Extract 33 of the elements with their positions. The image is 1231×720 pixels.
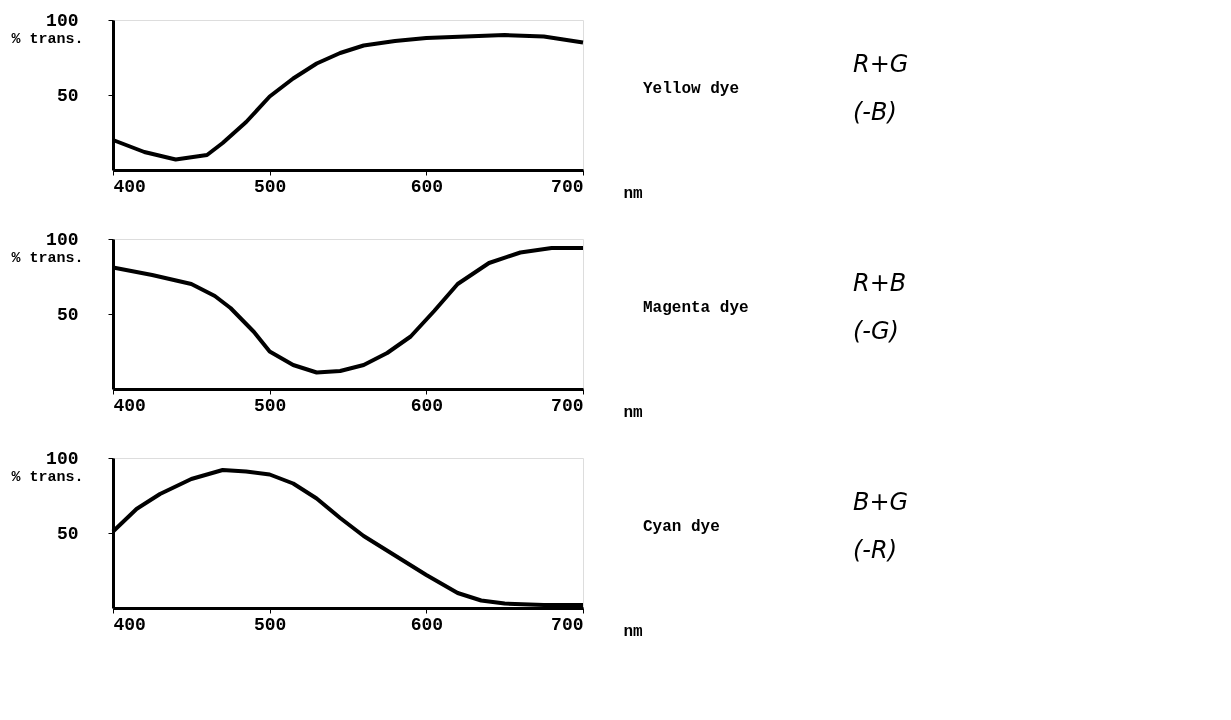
text: (-R) [853,536,898,564]
text: R+B [853,269,907,297]
x-tick-label: 600 [410,176,444,197]
text: Cyan dye [643,517,720,536]
x-tick-label: 400 [113,395,146,416]
text: (-G) [853,317,899,345]
text: B+G [853,488,909,516]
x-tick-label: 500 [253,176,287,197]
x-axis-title: nm [623,184,644,203]
x-axis-title: nm [623,622,644,641]
x-tick-label: 500 [253,614,287,635]
text: Yellow dye [643,79,740,98]
y-tick-label: 100 [46,229,79,250]
y-tick-label: 50 [56,304,79,325]
y-tick-label: 50 [56,523,79,544]
x-tick-label: 700 [551,614,584,635]
x-tick-label: 600 [410,395,444,416]
x-tick-label: 700 [551,176,584,197]
x-tick-label: 400 [113,176,146,197]
text: (-B) [853,98,897,126]
text: R+G [853,50,909,78]
text: Magenta dye [643,298,749,317]
y-tick-label: 100 [46,10,79,31]
y-tick-label: 50 [56,85,79,106]
y-axis-title: % trans. [11,30,84,48]
y-tick-label: 100 [46,448,79,469]
x-tick-label: 700 [551,395,584,416]
x-tick-label: 400 [113,614,146,635]
y-axis-title: % trans. [11,249,84,267]
x-tick-label: 500 [253,395,287,416]
y-axis-title: % trans. [11,468,84,486]
x-axis-title: nm [623,403,644,422]
x-tick-label: 600 [410,614,444,635]
